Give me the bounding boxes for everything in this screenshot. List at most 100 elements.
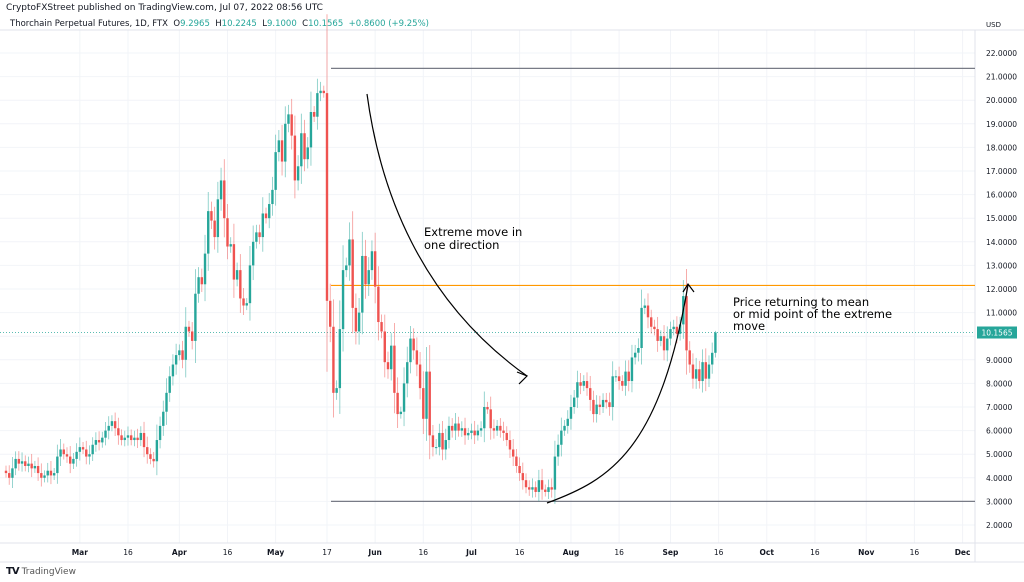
candle-body [711,352,714,365]
candle-body [258,232,261,238]
change-value: +0.8600 (+9.25%) [348,19,429,29]
candle-body [579,382,582,386]
candle-body [457,423,460,431]
candle-body [386,362,390,370]
candle-body [165,392,168,412]
high-label: H [215,19,222,29]
candle-body [81,447,85,450]
arrowhead-icon [682,282,695,293]
candle-body [662,336,666,351]
logo-text: TradingView [21,566,76,577]
candle-body [524,480,528,488]
x-tick-label: 16 [714,548,724,557]
y-tick-label: 5.0000 [986,450,1012,459]
candle-body [701,362,704,382]
candle-body [104,430,107,438]
x-tick-label: Dec [955,548,971,557]
high-value: 10.2245 [221,19,257,29]
candle-body [56,456,59,474]
tradingview-logo[interactable]: TV TradingView [6,566,76,577]
symbol-name: Thorchain Perpetual Futures, 1D, FTX [10,19,168,29]
candle-body [489,409,492,429]
candle-body [598,404,602,407]
x-tick-label: Aug [563,548,580,557]
candle-body [460,428,464,431]
candle-body [390,345,393,370]
candle-body [675,326,679,334]
symbol-legend: Thorchain Perpetual Futures, 1D, FTX O9.… [10,19,429,29]
y-tick-label: 9.0000 [986,356,1012,365]
y-tick-label: 4.0000 [986,474,1012,483]
x-tick-label: 16 [419,548,429,557]
candle-body [91,444,94,455]
y-tick-label: 16.0000 [986,191,1017,200]
candle-body [197,277,200,294]
candle-body [707,364,711,379]
candle-body [572,397,576,407]
candle-body [8,473,11,478]
candle-body [659,336,663,341]
candle-body [643,305,646,308]
candle-body [553,456,557,490]
candle-body [438,432,441,448]
y-tick-label: 22.0000 [986,49,1017,58]
candle-body [33,466,37,469]
x-tick-label: May [267,548,284,557]
candle-body [65,454,69,457]
candle-body [666,338,669,351]
candle-body [361,255,364,313]
annotation-text: Price returning to mean [733,295,869,309]
x-tick-label: 16 [223,548,233,557]
candle-body [714,332,717,353]
candle-body [511,449,515,457]
candle-body [338,329,342,389]
candle-body [653,326,656,330]
candle-body [85,449,88,457]
candle-body [133,437,136,441]
candle-body [431,435,435,448]
candle-body [306,147,309,160]
x-tick-label: Jun [367,548,381,557]
candle-body [296,166,300,181]
x-tick-label: Sep [663,548,679,557]
y-tick-label: 20.0000 [986,96,1017,105]
candle-body [43,475,46,478]
candle-body [11,468,14,478]
candle-body [322,90,325,94]
candle-body [110,421,114,426]
x-tick-label: 16 [123,548,133,557]
candle-body [393,345,396,393]
candle-body [329,300,332,327]
candle-body [223,180,226,219]
candle-body [540,480,544,490]
candle-body [303,133,306,160]
low-value: 9.1000 [266,19,297,29]
candle-body [94,440,98,445]
candle-body [569,407,573,419]
candle-body [508,440,512,450]
candle-body [97,440,101,443]
candle-body [17,458,21,464]
candle-body [691,364,695,379]
y-tick-label: 13.0000 [986,261,1017,270]
y-tick-label: 11.0000 [986,309,1017,318]
candle-body [357,312,361,332]
candle-body [556,444,560,457]
candle-body [479,428,483,431]
candle-body [698,369,701,382]
close-label: C [302,19,309,29]
candle-body [364,255,367,285]
candle-body [136,437,139,441]
candle-body [181,350,184,360]
candle-body [332,326,335,393]
candle-body [335,388,338,393]
candle-body [268,204,271,219]
candle-body [287,114,290,124]
candle-body [149,454,152,459]
candle-body [255,232,258,242]
x-tick-label: 16 [810,548,820,557]
candle-body [608,402,611,407]
candle-body [601,399,605,407]
candle-body [155,440,159,462]
